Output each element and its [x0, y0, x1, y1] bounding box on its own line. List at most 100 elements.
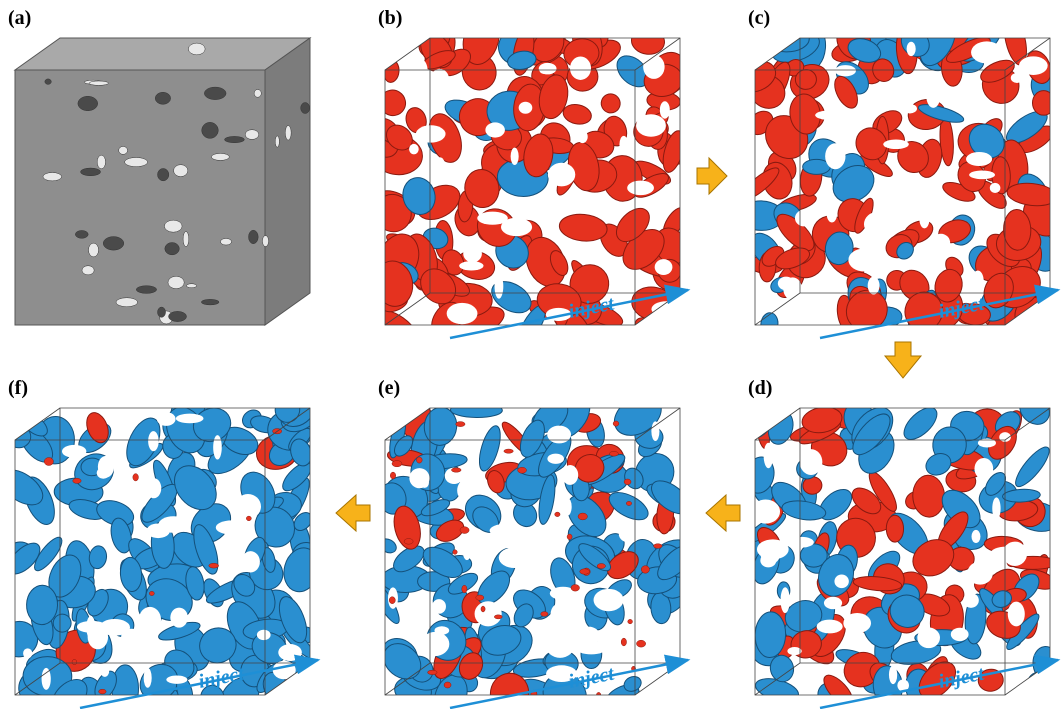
blob — [1011, 443, 1054, 491]
void — [495, 274, 504, 299]
void — [547, 426, 571, 444]
cube-edge — [635, 663, 680, 695]
blob — [912, 474, 946, 517]
void — [577, 130, 587, 143]
pore — [202, 122, 219, 138]
void — [216, 520, 247, 534]
pore — [158, 307, 166, 317]
void — [1008, 602, 1025, 627]
void — [864, 212, 891, 237]
void — [883, 139, 909, 149]
void — [158, 516, 188, 533]
pore — [97, 155, 105, 169]
void — [462, 535, 472, 560]
panel: (b)inject — [365, 7, 701, 349]
void — [974, 458, 993, 480]
void — [273, 661, 296, 679]
void — [619, 525, 641, 543]
residual — [654, 544, 662, 549]
void — [926, 83, 940, 108]
void — [213, 435, 222, 459]
panel-label: (d) — [748, 377, 772, 399]
void — [1003, 542, 1027, 566]
void — [447, 303, 478, 324]
void — [148, 431, 159, 451]
void — [459, 243, 488, 252]
void — [144, 668, 152, 688]
pore — [285, 125, 291, 140]
arrow-right — [697, 158, 727, 194]
residual — [481, 606, 485, 612]
cube-side — [265, 38, 310, 325]
void — [546, 633, 575, 658]
void — [409, 144, 419, 155]
void — [547, 454, 564, 464]
void — [576, 641, 607, 654]
void — [967, 562, 993, 585]
void — [414, 59, 428, 82]
residual — [624, 479, 631, 485]
void — [863, 249, 872, 266]
void — [795, 210, 813, 226]
blob — [450, 402, 502, 417]
residual — [456, 422, 465, 427]
void — [917, 627, 940, 648]
pore — [155, 92, 170, 104]
residual — [476, 595, 484, 600]
blob — [1015, 677, 1058, 709]
void — [901, 466, 916, 479]
void — [548, 163, 575, 187]
void — [932, 234, 951, 252]
pore-network — [368, 385, 701, 709]
void — [619, 136, 628, 153]
void — [146, 478, 161, 498]
blob — [279, 544, 323, 596]
void — [889, 665, 897, 684]
pore — [220, 238, 231, 245]
pore — [183, 231, 189, 246]
residual — [636, 640, 645, 647]
pore — [119, 146, 128, 154]
pore — [186, 284, 196, 288]
pore — [89, 81, 108, 85]
void — [570, 57, 591, 80]
pore — [245, 130, 259, 140]
blob — [112, 665, 139, 709]
residual — [404, 539, 413, 545]
residual — [613, 421, 619, 426]
void — [835, 108, 846, 128]
void — [903, 104, 917, 114]
pore — [275, 136, 279, 147]
void — [969, 171, 995, 180]
pore — [201, 299, 219, 305]
pore — [174, 165, 188, 177]
void — [176, 414, 204, 424]
figure: (a)(b)inject(c)inject(f)inject(e)inject(… — [0, 0, 1061, 709]
void — [868, 277, 880, 295]
pore — [125, 158, 148, 167]
void — [963, 593, 979, 608]
residual — [494, 615, 502, 619]
void — [990, 183, 1001, 193]
pore-network — [732, 389, 1061, 709]
void — [651, 301, 681, 317]
void — [790, 537, 814, 548]
void — [97, 467, 110, 478]
residual — [133, 474, 139, 481]
void — [241, 551, 260, 572]
blob — [375, 85, 411, 120]
pore — [165, 243, 180, 255]
void — [511, 148, 519, 165]
panel-label: (f) — [8, 377, 28, 399]
residual — [99, 689, 107, 694]
blob — [886, 515, 903, 542]
residual — [246, 516, 251, 521]
void — [1019, 56, 1048, 75]
blob — [760, 312, 780, 336]
void — [825, 143, 845, 169]
void — [1011, 73, 1024, 83]
void — [62, 445, 86, 458]
arrow-left — [706, 495, 740, 531]
void — [800, 449, 823, 475]
void — [278, 644, 302, 661]
